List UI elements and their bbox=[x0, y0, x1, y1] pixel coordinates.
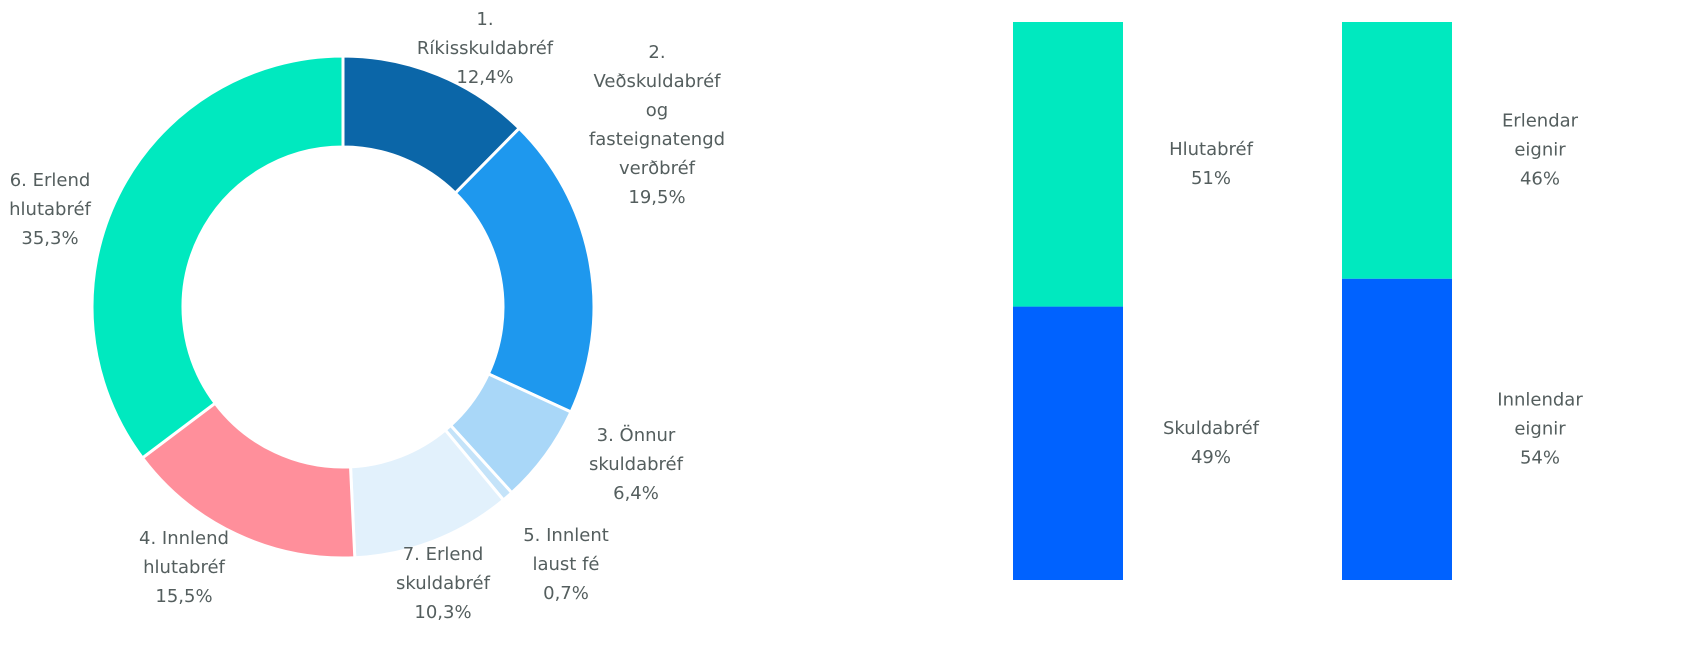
donut-segment bbox=[453, 126, 596, 414]
bar-label-name: Erlendar eignir bbox=[1501, 110, 1579, 161]
donut-segment bbox=[90, 54, 345, 460]
segment-label-name: 3. Önnur skuldabréf bbox=[589, 425, 683, 475]
segment-label-value: 0,7% bbox=[543, 583, 589, 604]
bar-label: Erlendar eignir 46% bbox=[1485, 107, 1595, 194]
segment-label-value: 19,5% bbox=[628, 187, 686, 208]
segment-label-name: 7. Erlend skuldabréf bbox=[396, 544, 490, 594]
segment-label-value: 6,4% bbox=[613, 483, 659, 504]
segment-label-name: 5. Innlent laust fé bbox=[523, 525, 609, 575]
bar-segment bbox=[1342, 22, 1452, 279]
bar-label-name: Innlendar eignir bbox=[1497, 389, 1583, 440]
bar-label: Hlutabréf 51% bbox=[1156, 135, 1266, 193]
segment-label: 6. Erlend hlutabréf 35,3% bbox=[0, 166, 100, 253]
segment-label-name: 1. Ríkisskuldabréf bbox=[416, 9, 554, 59]
bar-segment bbox=[1342, 278, 1452, 580]
bar-label-value: 54% bbox=[1519, 447, 1560, 469]
bar-label: Innlendar eignir 54% bbox=[1485, 386, 1595, 473]
bar-segment bbox=[1013, 306, 1123, 580]
segment-label: 4. Innlend hlutabréf 15,5% bbox=[119, 524, 249, 611]
segment-label-name: 2. Veðskuldabréf og fasteignatengd verðb… bbox=[588, 42, 726, 179]
bar-label-value: 49% bbox=[1190, 447, 1231, 469]
segment-label: 2. Veðskuldabréf og fasteignatengd verðb… bbox=[587, 38, 727, 212]
bar-label-name: Hlutabréf bbox=[1169, 139, 1253, 161]
bar-label-value: 46% bbox=[1519, 168, 1560, 190]
segment-label: 7. Erlend skuldabréf 10,3% bbox=[378, 540, 508, 627]
bar-label-name: Skuldabréf bbox=[1162, 418, 1259, 440]
segment-label-value: 10,3% bbox=[414, 602, 472, 623]
segment-label-value: 35,3% bbox=[21, 228, 79, 249]
segment-label-value: 12,4% bbox=[456, 67, 514, 88]
segment-label: 5. Innlent laust fé 0,7% bbox=[511, 521, 621, 608]
segment-label: 3. Önnur skuldabréf 6,4% bbox=[576, 421, 696, 508]
segment-label-name: 4. Innlend hlutabréf bbox=[139, 528, 229, 578]
bar-segment bbox=[1013, 22, 1123, 307]
segment-label-value: 15,5% bbox=[155, 586, 213, 607]
bar-label-value: 51% bbox=[1190, 168, 1231, 190]
segment-label: 1. Ríkisskuldabréf 12,4% bbox=[410, 5, 560, 92]
bar-label: Skuldabréf 49% bbox=[1156, 414, 1266, 472]
segment-label-name: 6. Erlend hlutabréf bbox=[9, 170, 91, 220]
